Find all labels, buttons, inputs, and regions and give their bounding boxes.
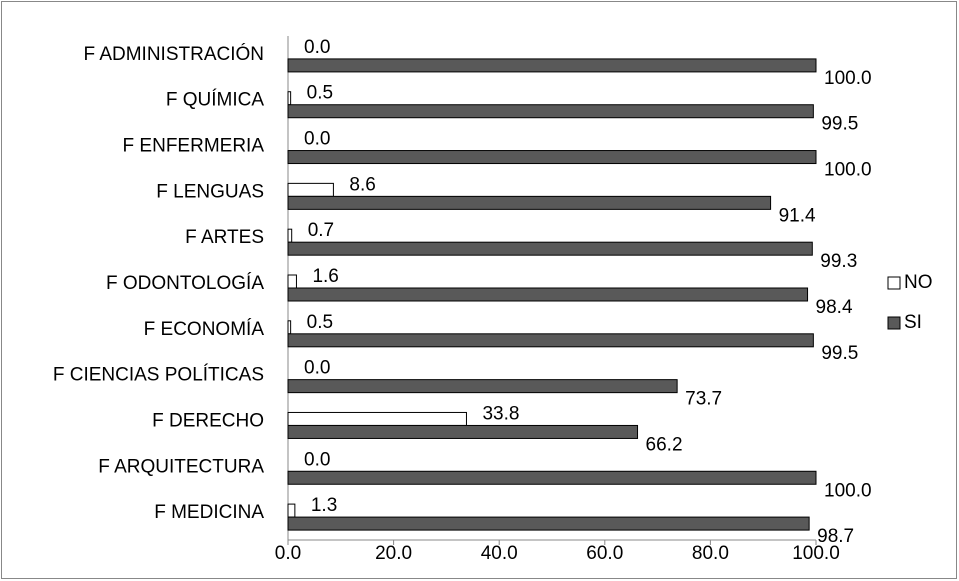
legend-label: NO xyxy=(904,272,933,293)
data-label: 100.0 xyxy=(824,68,872,89)
bar xyxy=(287,287,809,302)
data-label: 99.5 xyxy=(821,343,858,364)
data-label: 0.7 xyxy=(308,220,334,241)
data-label: 91.4 xyxy=(779,205,816,226)
data-label: 99.3 xyxy=(820,251,857,272)
bar xyxy=(287,182,334,197)
data-label: 1.3 xyxy=(311,495,337,516)
bar xyxy=(287,241,813,256)
y-tick-label: F CIENCIAS POLÍTICAS xyxy=(53,365,264,386)
y-tick-label: F ECONOMÍA xyxy=(144,319,265,340)
x-tick-label: 40.0 xyxy=(481,543,518,564)
data-label: 33.8 xyxy=(482,403,519,424)
y-tick-label: F ODONTOLOGÍA xyxy=(106,273,264,294)
bar xyxy=(287,228,293,243)
data-label: 73.7 xyxy=(685,389,722,410)
bar xyxy=(287,333,814,348)
x-tick-label: 60.0 xyxy=(586,543,623,564)
legend-swatch xyxy=(887,316,901,330)
y-tick-label: F ARQUITECTURA xyxy=(98,456,264,477)
x-tick-label: 80.0 xyxy=(692,543,729,564)
bar xyxy=(287,104,814,119)
legend-label: SI xyxy=(904,312,922,333)
data-label: 0.5 xyxy=(307,312,333,333)
bar xyxy=(287,274,297,289)
bar xyxy=(287,411,467,426)
bar xyxy=(287,379,678,394)
bar xyxy=(287,58,817,73)
y-tick-label: F ADMINISTRACIÓN xyxy=(83,43,264,65)
y-tick-label: F DERECHO xyxy=(152,410,264,431)
data-label: 98.7 xyxy=(817,526,854,547)
data-label: 99.5 xyxy=(821,114,858,135)
x-tick-label: 20.0 xyxy=(375,543,412,564)
data-label: 98.4 xyxy=(816,297,853,318)
data-label: 0.0 xyxy=(304,129,330,150)
x-tick-label: 100.0 xyxy=(792,543,840,564)
bar xyxy=(287,424,639,439)
data-label: 0.0 xyxy=(304,358,330,379)
y-tick-label: F ARTES xyxy=(185,227,264,248)
x-tick-label: 0.0 xyxy=(275,543,301,564)
data-label: 100.0 xyxy=(824,160,872,181)
bar xyxy=(287,150,817,165)
bar xyxy=(287,320,292,335)
y-tick-label: F ENFERMERIA xyxy=(123,136,265,157)
data-label: 0.0 xyxy=(304,37,330,58)
bar xyxy=(287,91,292,106)
bar xyxy=(287,503,296,518)
bar xyxy=(287,470,817,485)
data-label: 0.5 xyxy=(307,83,333,104)
y-tick-label: F QUÍMICA xyxy=(166,90,264,111)
y-tick-label: F LENGUAS xyxy=(156,181,264,202)
data-label: 0.0 xyxy=(304,449,330,470)
data-label: 8.6 xyxy=(349,174,375,195)
data-label: 100.0 xyxy=(824,480,872,501)
data-label: 1.6 xyxy=(312,266,338,287)
data-label: 66.2 xyxy=(646,434,683,455)
legend-swatch xyxy=(887,276,901,290)
y-tick-label: F MEDICINA xyxy=(154,502,264,523)
bar xyxy=(287,195,772,210)
bar xyxy=(287,516,810,531)
